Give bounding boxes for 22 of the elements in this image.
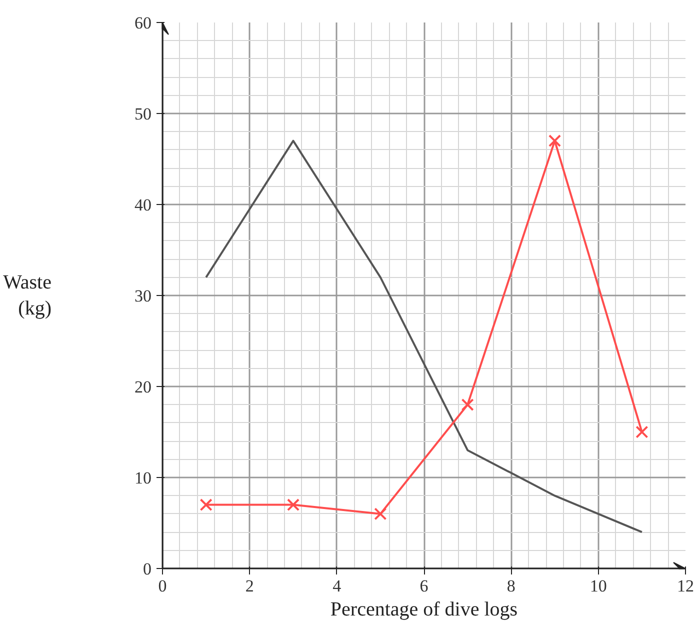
x-tick-label: 6 [420,576,428,596]
point [374,508,387,520]
x-tick-label: 2 [245,576,254,596]
point [548,134,562,148]
point [286,498,300,512]
point [461,398,474,412]
y-tick-label: 20 [134,378,152,396]
y-tick-label: 60 [134,14,152,32]
x-tick-label: 8 [506,576,516,596]
point [200,498,212,512]
y-axis-title: Waste (kg) [3,271,52,320]
x-tick-label: 12 [677,576,694,596]
x-axis-title: Percentage of dive logs [330,598,518,620]
x-tick-label: 0 [158,576,167,596]
x-tick-label: 4 [332,576,342,596]
x-tick-label: 10 [590,576,607,596]
y-tick-label: 50 [134,104,152,124]
y-tick-label: 0 [143,560,152,578]
y-tick-label: 10 [134,468,152,488]
point [636,426,648,438]
y-tick-label: 40 [134,196,152,214]
y-tick-label: 30 [134,286,152,306]
